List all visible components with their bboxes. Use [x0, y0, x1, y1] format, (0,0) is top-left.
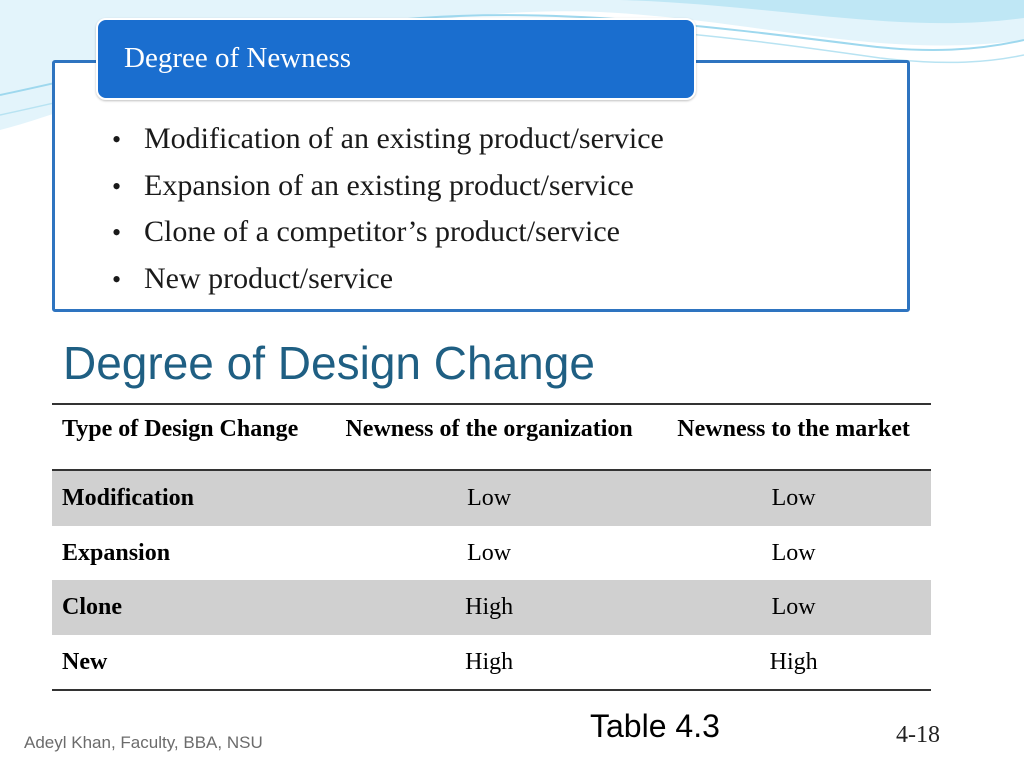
- box-header: Degree of Newness: [96, 18, 696, 100]
- section-heading: Degree of Design Change: [63, 337, 595, 389]
- cell-organization: High: [322, 580, 657, 635]
- bullet-item: • Modification of an existing product/ser…: [112, 116, 664, 163]
- cell-organization: Low: [467, 539, 512, 566]
- table-row: Modification Low Low: [52, 470, 931, 526]
- bullet-dot-icon: •: [112, 171, 122, 201]
- bullet-dot-icon: •: [112, 218, 122, 247]
- page-number: 4-18: [896, 722, 940, 748]
- bullet-list: • Modification of an existing product/ser…: [112, 116, 664, 302]
- column-header-market: Newness to the market: [656, 404, 931, 471]
- column-header-organization: Newness of the organization: [322, 404, 657, 471]
- cell-organization: Low: [322, 470, 657, 526]
- bullet-dot-icon: •: [112, 125, 122, 154]
- cell-organization: High: [465, 648, 514, 675]
- cell-type: Modification: [52, 470, 322, 526]
- newness-box: [52, 60, 910, 312]
- box-title: Degree of Newness: [124, 42, 352, 74]
- cell-type: Clone: [52, 580, 322, 635]
- cell-type: New: [62, 648, 108, 675]
- bullet-item: • Expansion of an existing product/servic…: [112, 163, 664, 210]
- column-header-type: Type of Design Change: [52, 404, 322, 471]
- cell-market: Low: [656, 580, 931, 635]
- cell-market: High: [769, 648, 818, 675]
- table-caption: Table 4.3: [590, 708, 720, 744]
- cell-market: Low: [771, 539, 816, 566]
- table-row: New High High: [52, 635, 931, 691]
- bullet-item: • New product/service: [112, 256, 664, 303]
- table-header-row: Type of Design Change Newness of the org…: [52, 404, 931, 471]
- bullet-dot-icon: •: [112, 264, 122, 294]
- cell-market: Low: [656, 470, 931, 526]
- footer-text: Adeyl Khan, Faculty, BBA, NSU: [24, 733, 263, 752]
- table-row: Expansion Low Low: [52, 526, 931, 581]
- design-change-table: Type of Design Change Newness of the org…: [52, 403, 931, 691]
- cell-type: Expansion: [62, 539, 171, 566]
- bullet-item: • Clone of a competitor’s product/service: [112, 209, 664, 256]
- table-row: Clone High Low: [52, 580, 931, 635]
